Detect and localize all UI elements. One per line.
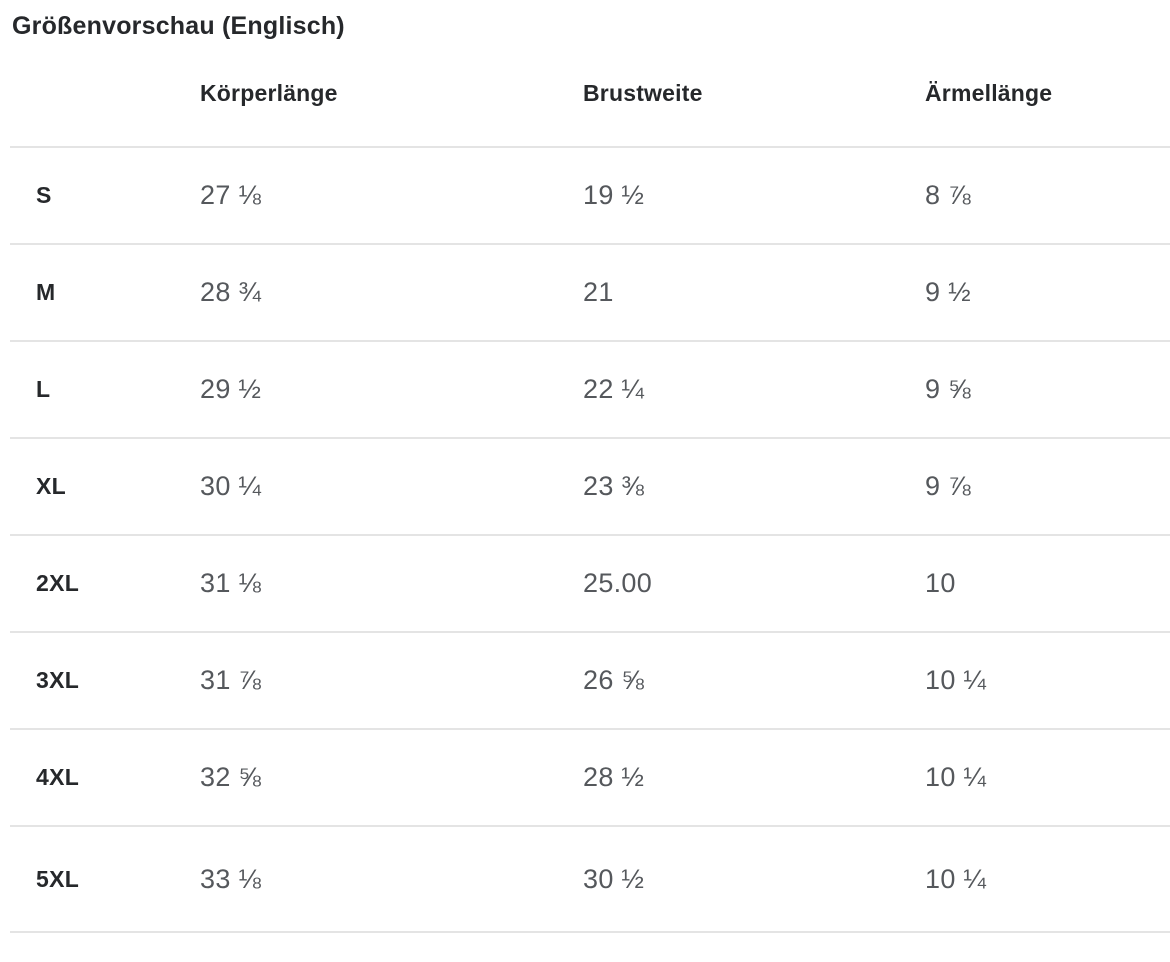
table-row-s: S 27 ⅛ 19 ½ 8 ⅞ <box>10 147 1170 245</box>
page-title: Größenvorschau (Englisch) <box>12 12 345 40</box>
body-length-value: 31 ⅛ <box>200 535 583 633</box>
table-row-4xl: 4XL 32 ⅝ 28 ½ 10 ¼ <box>10 729 1170 827</box>
col-header-sleeve-length: Ärmellänge <box>925 41 1170 148</box>
table-row-2xl: 2XL 31 ⅛ 25.00 10 <box>10 535 1170 633</box>
size-label: 4XL <box>10 729 200 827</box>
sleeve-length-value: 9 ½ <box>925 244 1170 342</box>
size-label: XL <box>10 438 200 536</box>
chest-width-value: 21 <box>583 244 925 342</box>
chest-width-value: 25.00 <box>583 535 925 633</box>
body-length-value: 31 ⅞ <box>200 632 583 730</box>
chest-width-value: 26 ⅝ <box>583 632 925 730</box>
sleeve-length-value: 9 ⅞ <box>925 438 1170 536</box>
body-length-value: 28 ¾ <box>200 244 583 342</box>
sleeve-length-value: 8 ⅞ <box>925 147 1170 245</box>
sleeve-length-value: 10 ¼ <box>925 632 1170 730</box>
table-row-5xl: 5XL 33 ⅛ 30 ½ 10 ¼ <box>10 826 1170 933</box>
table-row-3xl: 3XL 31 ⅞ 26 ⅝ 10 ¼ <box>10 632 1170 730</box>
body-length-value: 32 ⅝ <box>200 729 583 827</box>
col-header-body-length: Körperlänge <box>200 41 583 148</box>
size-label: 5XL <box>10 826 200 933</box>
size-label: M <box>10 244 200 342</box>
table-row-xl: XL 30 ¼ 23 ⅜ 9 ⅞ <box>10 438 1170 536</box>
table-header-row: Körperlänge Brustweite Ärmellänge <box>10 41 1170 148</box>
chest-width-value: 19 ½ <box>583 147 925 245</box>
table-row-m: M 28 ¾ 21 9 ½ <box>10 244 1170 342</box>
body-length-value: 29 ½ <box>200 341 583 439</box>
chest-width-value: 22 ¼ <box>583 341 925 439</box>
chest-width-value: 30 ½ <box>583 826 925 933</box>
size-label: S <box>10 147 200 245</box>
body-length-value: 27 ⅛ <box>200 147 583 245</box>
body-length-value: 33 ⅛ <box>200 826 583 933</box>
size-label: 2XL <box>10 535 200 633</box>
table-row-l: L 29 ½ 22 ¼ 9 ⅝ <box>10 341 1170 439</box>
sleeve-length-value: 10 ¼ <box>925 826 1170 933</box>
size-label: L <box>10 341 200 439</box>
sleeve-length-value: 9 ⅝ <box>925 341 1170 439</box>
body-length-value: 30 ¼ <box>200 438 583 536</box>
chest-width-value: 23 ⅜ <box>583 438 925 536</box>
sleeve-length-value: 10 ¼ <box>925 729 1170 827</box>
size-label: 3XL <box>10 632 200 730</box>
col-header-size <box>10 41 200 148</box>
sleeve-length-value: 10 <box>925 535 1170 633</box>
size-chart-table: Körperlänge Brustweite Ärmellänge S 27 ⅛… <box>10 41 1170 933</box>
chest-width-value: 28 ½ <box>583 729 925 827</box>
col-header-chest-width: Brustweite <box>583 41 925 148</box>
